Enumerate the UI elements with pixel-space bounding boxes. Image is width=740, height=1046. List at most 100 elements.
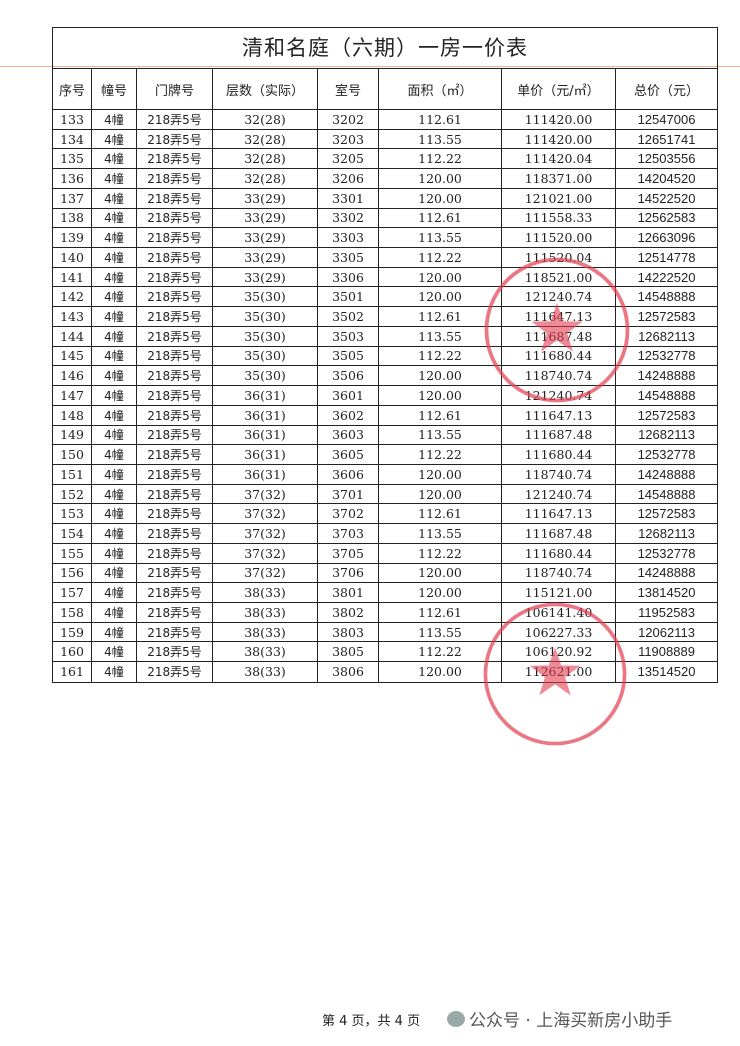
table-row: 148 4幢 218弄5号 36(31) 3602 112.61 111647.13 1257… xyxy=(53,405,717,426)
cell-building: 4幢 xyxy=(92,188,137,208)
cell-room: 3303 xyxy=(318,228,379,248)
table-row: 149 4幢 218弄5号 36(31) 3603 113.55 111687.48 1268… xyxy=(53,425,717,446)
cell-total-price: 14248888 xyxy=(637,466,696,482)
cell-area: 120.00 xyxy=(379,366,502,386)
cell-floor: 33(29) xyxy=(213,208,318,228)
cell-room: 3602 xyxy=(318,405,379,425)
cell-total-price: 12514778 xyxy=(637,249,696,265)
cell-unit-price: 111647.13 xyxy=(502,405,616,425)
cell-door-no: 218弄5号 xyxy=(137,405,213,425)
cell-seq: 153 xyxy=(53,504,92,524)
cell-area: 112.61 xyxy=(379,504,502,524)
table-row: 152 4幢 218弄5号 37(32) 3701 120.00 121240.74 1454… xyxy=(53,484,717,505)
table-row: 145 4幢 218弄5号 35(30) 3505 112.22 111680.44 1253… xyxy=(53,346,717,367)
cell-unit-price: 111647.13 xyxy=(502,307,616,326)
table-row: 159 4幢 218弄5号 38(33) 3803 113.55 106227.33 1206… xyxy=(53,622,717,643)
cell-floor: 37(32) xyxy=(213,484,318,504)
cell-total-price: 13814520 xyxy=(637,585,696,601)
cell-building: 4幢 xyxy=(92,248,137,267)
cell-room: 3206 xyxy=(318,169,379,188)
cell-unit-price: 111687.48 xyxy=(502,524,616,543)
cell-building: 4幢 xyxy=(92,543,137,563)
cell-building: 4幢 xyxy=(92,504,137,524)
table-row: 133 4幢 218弄5号 32(28) 3202 112.61 111420.00 1254… xyxy=(53,110,717,130)
cell-total-price: 12663096 xyxy=(637,230,696,246)
cell-seq: 152 xyxy=(53,484,92,504)
cell-seq: 147 xyxy=(53,386,92,405)
cell-total-price: 14204520 xyxy=(637,171,696,187)
cell-area: 120.00 xyxy=(379,287,502,307)
cell-door-no: 218弄5号 xyxy=(137,169,213,188)
cell-door-no: 218弄5号 xyxy=(137,287,213,307)
cell-room: 3802 xyxy=(318,602,379,622)
cell-building: 4幢 xyxy=(92,445,137,464)
cell-seq: 143 xyxy=(53,307,92,326)
cell-total-price: 12682113 xyxy=(638,427,695,443)
cell-area: 113.55 xyxy=(379,326,502,346)
cell-door-no: 218弄5号 xyxy=(137,464,213,484)
cell-area: 120.00 xyxy=(379,464,502,484)
cell-total-price: 14222520 xyxy=(637,269,696,285)
cell-room: 3203 xyxy=(318,129,379,149)
table-row: 140 4幢 218弄5号 33(29) 3305 112.22 111520.04 1251… xyxy=(53,248,717,268)
cell-room: 3305 xyxy=(318,248,379,267)
table-row: 136 4幢 218弄5号 32(28) 3206 120.00 118371.00 1420… xyxy=(53,169,717,189)
table-row: 155 4幢 218弄5号 37(32) 3705 112.22 111680.44 1253… xyxy=(53,543,717,564)
table-body: 133 4幢 218弄5号 32(28) 3202 112.61 111420.00 1254… xyxy=(53,110,717,682)
cell-unit-price: 121021.00 xyxy=(502,188,616,208)
cell-room: 3701 xyxy=(318,484,379,504)
watermark-text: 公众号 · 上海买新房小助手 xyxy=(469,1011,673,1031)
cell-seq: 149 xyxy=(53,425,92,445)
cell-room: 3706 xyxy=(318,563,379,583)
cell-area: 112.61 xyxy=(379,405,502,425)
cell-area: 120.00 xyxy=(379,583,502,602)
cell-area: 112.61 xyxy=(379,307,502,326)
cell-area: 112.22 xyxy=(379,346,502,366)
cell-floor: 35(30) xyxy=(213,366,318,386)
cell-unit-price: 115121.00 xyxy=(502,583,616,602)
cell-floor: 33(29) xyxy=(213,267,318,287)
cell-door-no: 218弄5号 xyxy=(137,504,213,524)
cell-door-no: 218弄5号 xyxy=(137,524,213,543)
cell-door-no: 218弄5号 xyxy=(137,366,213,386)
table-row: 151 4幢 218弄5号 36(31) 3606 120.00 118740.74 1424… xyxy=(53,464,717,485)
cell-unit-price: 111687.48 xyxy=(502,425,616,445)
cell-unit-price: 118740.74 xyxy=(502,464,616,484)
table-row: 161 4幢 218弄5号 38(33) 3806 120.00 112621.00 1351… xyxy=(53,662,717,682)
cell-floor: 33(29) xyxy=(213,248,318,267)
cell-unit-price: 111420.00 xyxy=(502,110,616,129)
table-row: 146 4幢 218弄5号 35(30) 3506 120.00 118740.74 1424… xyxy=(53,366,717,387)
cell-total-price: 12503556 xyxy=(637,151,696,167)
cell-floor: 36(31) xyxy=(213,464,318,484)
cell-seq: 159 xyxy=(53,622,92,642)
cell-floor: 36(31) xyxy=(213,386,318,405)
cell-room: 3306 xyxy=(318,267,379,287)
cell-area: 112.22 xyxy=(379,248,502,267)
cell-floor: 38(33) xyxy=(213,642,318,662)
cell-unit-price: 121240.74 xyxy=(502,484,616,504)
cell-total-price: 12572583 xyxy=(637,309,696,325)
cell-total-price: 12532778 xyxy=(637,348,696,364)
cell-door-no: 218弄5号 xyxy=(137,563,213,583)
header-door-no: 门牌号 xyxy=(137,69,213,109)
cell-seq: 134 xyxy=(53,129,92,149)
cell-building: 4幢 xyxy=(92,287,137,307)
table-row: 158 4幢 218弄5号 38(33) 3802 112.61 106141.40 1195… xyxy=(53,602,717,623)
cell-seq: 150 xyxy=(53,445,92,464)
cell-door-no: 218弄5号 xyxy=(137,110,213,129)
cell-floor: 37(32) xyxy=(213,524,318,543)
cell-seq: 136 xyxy=(53,169,92,188)
cell-room: 3803 xyxy=(318,622,379,642)
cell-seq: 158 xyxy=(53,602,92,622)
cell-unit-price: 111680.44 xyxy=(502,346,616,366)
cell-floor: 35(30) xyxy=(213,287,318,307)
cell-room: 3702 xyxy=(318,504,379,524)
cell-total-price: 12572583 xyxy=(637,407,696,423)
cell-room: 3703 xyxy=(318,524,379,543)
table-row: 142 4幢 218弄5号 35(30) 3501 120.00 121240.74 1454… xyxy=(53,287,717,308)
cell-floor: 32(28) xyxy=(213,149,318,169)
cell-floor: 37(32) xyxy=(213,563,318,583)
cell-room: 3205 xyxy=(318,149,379,169)
cell-floor: 35(30) xyxy=(213,346,318,366)
cell-area: 113.55 xyxy=(379,622,502,642)
